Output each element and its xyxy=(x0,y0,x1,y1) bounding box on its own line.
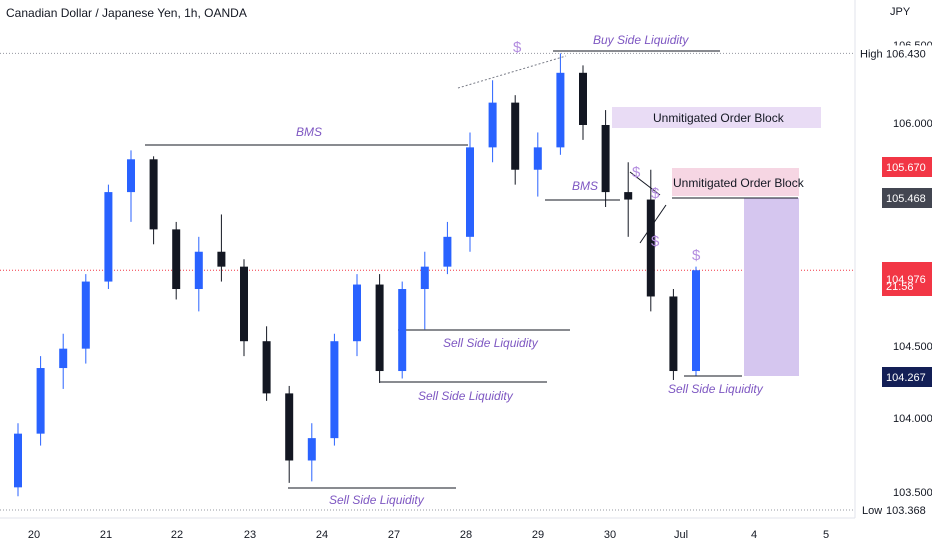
high-value-bg xyxy=(882,45,932,62)
candle-body xyxy=(172,229,181,290)
candle-body xyxy=(443,236,452,267)
candle-body xyxy=(14,433,22,488)
annotation-boxes xyxy=(612,107,821,376)
x-tick-label: 29 xyxy=(532,529,544,541)
candle-series xyxy=(14,53,700,497)
dollar-marker: $ xyxy=(692,247,701,264)
countdown: 21:58 xyxy=(886,281,914,293)
dollar-marker: $ xyxy=(651,233,660,250)
order-block-upper xyxy=(612,107,821,128)
currency-label: JPY xyxy=(890,6,911,18)
high-tag: High xyxy=(860,48,883,60)
x-tick-label: 30 xyxy=(604,529,616,541)
candle-body xyxy=(646,199,655,297)
candle-body xyxy=(59,348,68,369)
x-tick-label: 22 xyxy=(171,529,183,541)
y-tick-label: 103.500 xyxy=(893,487,932,499)
candle-body xyxy=(669,296,678,372)
upper-target-price-bg xyxy=(882,157,932,177)
order-block-lower-label: Unmitigated Order Block xyxy=(673,176,805,190)
candle-body xyxy=(127,159,135,193)
low-tag: Low xyxy=(862,505,882,517)
upper-target-price: 105.670 xyxy=(886,162,926,174)
order-block-lower xyxy=(672,168,799,196)
candle-body xyxy=(81,281,90,349)
time-axis: 20 21 22 23 24 27 28 29 30 Jul 4 5 xyxy=(28,529,829,541)
x-tick-label: 23 xyxy=(244,529,256,541)
candle-body xyxy=(601,124,610,193)
dollar-marker: $ xyxy=(513,39,522,56)
candle-body xyxy=(240,266,248,342)
candle-body xyxy=(285,393,294,461)
lower-target-price: 105.468 xyxy=(886,193,926,205)
x-tick-label: 27 xyxy=(388,529,400,541)
candle-body xyxy=(466,147,474,237)
x-tick-label: 20 xyxy=(28,529,40,541)
x-tick-label: 24 xyxy=(316,529,328,541)
low-value-bg xyxy=(882,502,932,518)
candle-body xyxy=(217,251,226,267)
candle-body xyxy=(579,72,587,125)
candle-body xyxy=(692,270,700,372)
sell-side-liquidity-label-1: Sell Side Liquidity xyxy=(329,493,425,507)
last-price: 104.976 xyxy=(886,274,926,286)
candle-body xyxy=(624,192,633,200)
lower-target-price-bg xyxy=(882,188,932,208)
candle-body xyxy=(307,438,316,461)
x-tick-label: 21 xyxy=(100,529,112,541)
x-tick-label: Jul xyxy=(674,529,688,541)
low-value: 103.368 xyxy=(886,505,926,517)
chart-title: Canadian Dollar / Japanese Yen, 1h, OAND… xyxy=(6,6,247,20)
y-tick-label: 106.000 xyxy=(893,118,932,130)
x-tick-label: 4 xyxy=(751,529,757,541)
x-tick-label: 28 xyxy=(460,529,472,541)
target-range-box xyxy=(744,198,799,376)
chart-grid xyxy=(0,0,856,519)
candle-body xyxy=(398,289,407,372)
candle-body xyxy=(104,192,113,282)
last-price-bg xyxy=(882,262,932,296)
candle-body xyxy=(420,266,429,290)
bms-right-label: BMS xyxy=(572,179,598,193)
candle-body xyxy=(533,147,542,170)
price-axis: 106.500106.000104.500104.000103.500High1… xyxy=(860,40,932,518)
stop-level-price: 104.267 xyxy=(886,372,926,384)
sell-side-liquidity-label-4: Sell Side Liquidity xyxy=(668,382,764,396)
y-tick-label: 104.000 xyxy=(893,413,932,425)
candle-body xyxy=(511,102,520,170)
annotation-labels: BMS BMS Buy Side Liquidity Sell Side Liquid… xyxy=(296,33,805,507)
buy-side-liquidity-label: Buy Side Liquidity xyxy=(593,33,689,47)
candle-body xyxy=(556,72,565,148)
sell-side-liquidity-label-2: Sell Side Liquidity xyxy=(443,336,539,350)
dollar-marker: $ xyxy=(651,185,660,202)
candle-body xyxy=(149,159,158,230)
trendline-buy-side xyxy=(457,55,567,89)
candle-body xyxy=(262,341,271,394)
y-tick-label: 104.500 xyxy=(893,341,932,353)
candle-body xyxy=(488,102,497,148)
x-tick-label: 5 xyxy=(823,529,829,541)
candle-body xyxy=(353,284,361,342)
candle-body xyxy=(36,368,45,434)
sell-side-liquidity-label-3: Sell Side Liquidity xyxy=(418,389,514,403)
high-value: 106.430 xyxy=(886,48,926,60)
candle-body xyxy=(375,284,384,372)
candle-body xyxy=(330,341,339,439)
stop-level-price-bg xyxy=(882,367,932,387)
dollar-marker: $ xyxy=(632,164,641,181)
annotation-lines xyxy=(145,50,798,489)
order-block-upper-label: Unmitigated Order Block xyxy=(653,111,785,125)
bms-left-label: BMS xyxy=(296,125,322,139)
candle-body xyxy=(194,251,203,290)
wedge-upper-line xyxy=(629,171,661,196)
